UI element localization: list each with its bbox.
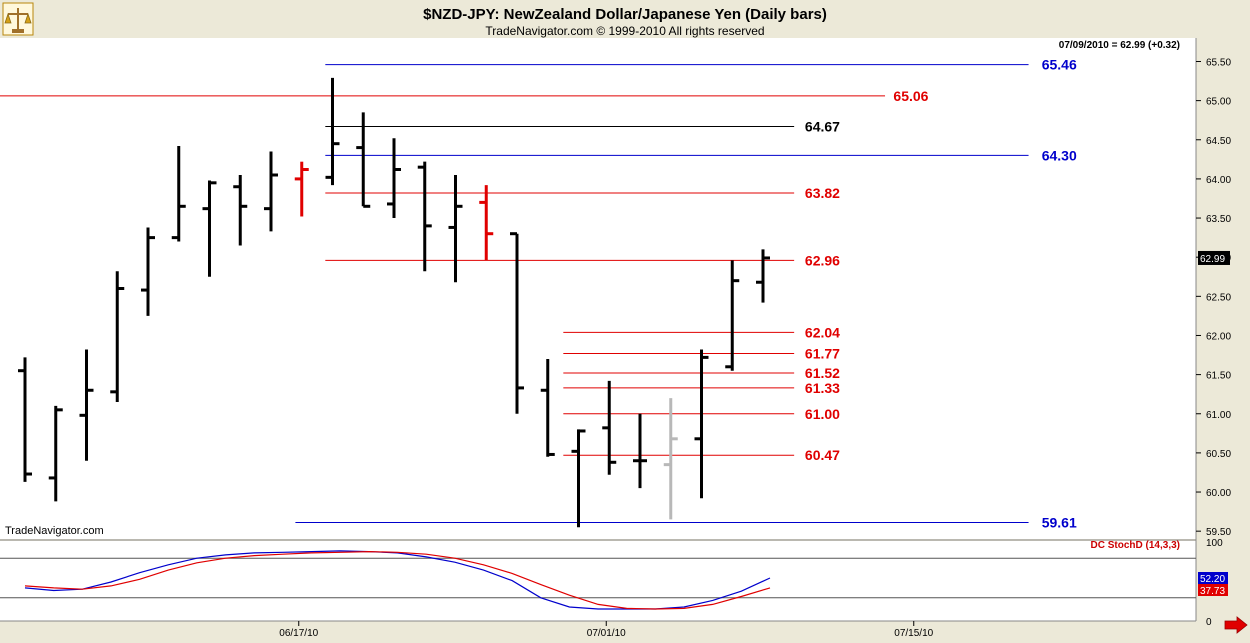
ohlc-bar xyxy=(110,271,125,403)
ohlc-bar xyxy=(48,405,63,502)
level-label-62.04: 62.04 xyxy=(805,324,840,340)
ohlc-bar xyxy=(633,413,647,489)
y-tick-label: 62.50 xyxy=(1206,292,1231,303)
stoch-value-k: 52.20 xyxy=(1200,574,1225,585)
ohlc-bar xyxy=(325,77,340,186)
level-label-63.82: 63.82 xyxy=(805,185,840,201)
date-axis: 06/17/10 07/01/10 07/15/10 xyxy=(279,621,934,639)
level-label-64.67: 64.67 xyxy=(805,118,840,134)
y-tick-label: 59.50 xyxy=(1206,527,1231,538)
level-label-62.96: 62.96 xyxy=(805,252,840,268)
level-label-60.47: 60.47 xyxy=(805,447,840,463)
ohlc-bar xyxy=(479,185,494,261)
ohlc-bars xyxy=(18,77,770,528)
scales-icon[interactable] xyxy=(2,2,34,36)
indicator-panel[interactable] xyxy=(0,541,1196,621)
ohlc-bar xyxy=(663,398,678,520)
chart-title: $NZD-JPY: NewZealand Dollar/Japanese Yen… xyxy=(423,6,827,23)
ohlc-bar xyxy=(356,112,371,208)
x-tick-label: 07/15/10 xyxy=(894,628,933,639)
ohlc-bar xyxy=(294,161,309,217)
stoch-tick-label: 100 xyxy=(1206,538,1223,549)
ohlc-bar xyxy=(571,429,586,528)
indicator-label: DC StochD (14,3,3) xyxy=(1091,540,1180,551)
level-label-61.52: 61.52 xyxy=(805,365,840,381)
ohlc-bar xyxy=(387,138,401,219)
ohlc-bar xyxy=(510,232,524,414)
y-tick-label: 61.50 xyxy=(1206,371,1231,382)
stoch-value-d: 37.73 xyxy=(1200,586,1225,597)
level-label-65.06: 65.06 xyxy=(893,88,928,104)
ohlc-bar xyxy=(694,349,709,499)
y-tick-label: 64.00 xyxy=(1206,175,1231,186)
ohlc-bar xyxy=(202,180,217,277)
y-tick-label: 65.00 xyxy=(1206,97,1231,108)
price-panel[interactable] xyxy=(0,38,1196,539)
level-lines: 65.46 65.06 64.67 64.30 63.82 62.96 62.04 61.77… xyxy=(0,57,1077,531)
ohlc-bar xyxy=(448,174,463,283)
level-label-65.46: 65.46 xyxy=(1042,57,1077,73)
stoch-value-box-k xyxy=(1198,572,1228,584)
ohlc-bar xyxy=(264,151,278,232)
last-price-label: 62.99 xyxy=(1200,254,1225,265)
level-label-61.00: 61.00 xyxy=(805,406,840,422)
price-readout: 07/09/2010 = 62.99 (+0.32) xyxy=(1059,40,1180,51)
ohlc-bar xyxy=(18,357,32,482)
ohlc-bar xyxy=(171,146,186,242)
last-price-box xyxy=(1198,250,1230,265)
price-axis: 65.5065.0064.5064.0063.5063.0062.5062.00… xyxy=(1196,57,1231,538)
ohlc-bar xyxy=(756,249,770,303)
ohlc-bar xyxy=(233,174,248,246)
stoch-line-d xyxy=(24,550,771,610)
stoch-tick-label: 0 xyxy=(1206,617,1212,628)
level-label-59.61: 59.61 xyxy=(1042,515,1077,531)
chart-subtitle: TradeNavigator.com © 1999-2010 All right… xyxy=(485,24,764,38)
ohlc-bar xyxy=(725,260,740,371)
y-tick-label: 60.00 xyxy=(1206,488,1231,499)
y-tick-label: 62.00 xyxy=(1206,331,1231,342)
y-tick-label: 65.50 xyxy=(1206,57,1231,68)
level-label-61.33: 61.33 xyxy=(805,380,840,396)
level-label-61.77: 61.77 xyxy=(805,345,840,361)
x-tick-label: 07/01/10 xyxy=(587,628,626,639)
y-tick-label: 60.50 xyxy=(1206,449,1231,460)
ohlc-bar xyxy=(417,161,432,272)
arrow-right-icon[interactable] xyxy=(1224,616,1248,634)
y-tick-label: 61.00 xyxy=(1206,410,1231,421)
watermark: TradeNavigator.com xyxy=(5,525,104,537)
y-tick-label: 64.50 xyxy=(1206,136,1231,147)
x-tick-label: 06/17/10 xyxy=(279,628,318,639)
stoch-value-box-d xyxy=(1198,584,1228,596)
ohlc-bar xyxy=(540,358,555,457)
y-tick-label: 63.50 xyxy=(1206,214,1231,225)
ohlc-bar xyxy=(141,227,155,316)
ohlc-bar xyxy=(79,349,94,461)
level-label-64.30: 64.30 xyxy=(1042,147,1077,163)
ohlc-bar xyxy=(602,380,617,475)
